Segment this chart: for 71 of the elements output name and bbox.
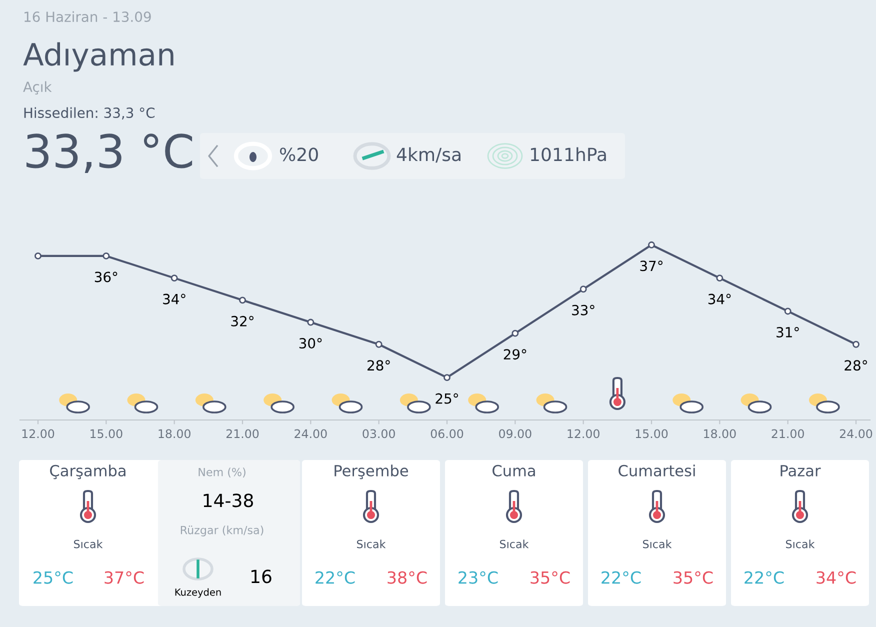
text: 22°C — [316, 571, 355, 584]
text: 22°C — [602, 571, 641, 584]
text: Pazar — [780, 465, 821, 476]
text: 37°C — [104, 571, 144, 584]
text: Hissedilen: 33,3 °C — [24, 107, 155, 120]
text: 33,3 °C — [26, 134, 192, 173]
text: Sıcak — [642, 540, 672, 548]
text: 22°C — [744, 571, 784, 584]
text: %20 — [280, 148, 318, 162]
data-label: 28° — [368, 360, 390, 371]
x-tick-label: 15.00 — [90, 429, 122, 438]
text: Sıcak — [74, 540, 103, 548]
data-label: 30° — [299, 338, 322, 349]
x-tick-label: 21.00 — [772, 429, 804, 438]
text: 16 — [251, 570, 272, 584]
x-tick-label: 24.00 — [840, 429, 872, 438]
data-label: 31° — [776, 326, 799, 338]
point — [170, 274, 178, 282]
text: Çarşamba — [50, 464, 126, 480]
text: 34°C — [816, 571, 856, 584]
x-tick-label: 09.00 — [499, 429, 532, 438]
x-tick-label: 24.00 — [294, 429, 327, 438]
data-label: 28° — [844, 360, 867, 371]
data-label: 34° — [163, 294, 186, 304]
data-label: 33° — [572, 304, 594, 316]
text: Adıyaman — [23, 42, 174, 72]
text: 38°C — [388, 571, 427, 584]
text: Nem (%) — [198, 468, 246, 478]
text: Kuzeyden — [175, 588, 221, 598]
text: Cuma — [492, 464, 535, 476]
point — [512, 330, 519, 337]
data-label: 29° — [504, 349, 526, 360]
text: 35°C — [674, 571, 713, 584]
text: Sıcak — [500, 540, 529, 548]
x-tick-label: 15.00 — [636, 429, 668, 438]
x-tick-label: 06.00 — [430, 429, 464, 438]
data-label: 25° — [436, 393, 458, 404]
point — [34, 252, 42, 260]
text: Perşembe — [334, 464, 408, 480]
point — [102, 252, 110, 260]
point — [239, 296, 246, 304]
x-tick-label: 12.00 — [22, 429, 54, 438]
point — [648, 241, 655, 248]
text: 4km/sa — [396, 147, 460, 163]
text: Sıcak — [786, 540, 815, 548]
x-tick-label: 18.00 — [158, 429, 190, 438]
point — [375, 340, 382, 348]
x-tick-label: 18.00 — [704, 429, 736, 438]
data-label: 36° — [94, 272, 118, 282]
point — [852, 340, 860, 348]
point — [444, 374, 450, 382]
text: 25°C — [34, 571, 73, 584]
x-tick-label: 21.00 — [226, 429, 259, 438]
text: Açık — [23, 81, 52, 95]
point — [784, 308, 792, 315]
x-tick-label: 03.00 — [362, 429, 395, 438]
point — [580, 286, 587, 293]
data-label: 32° — [231, 316, 254, 326]
point — [716, 274, 724, 282]
text: 16 Haziran - 13.09 — [24, 11, 151, 22]
text: 23°C — [458, 571, 498, 584]
text: Rüzgar (km/sa) — [180, 526, 264, 536]
text: 35°C — [530, 571, 570, 584]
text: Cumartesi — [618, 464, 695, 476]
point — [307, 318, 314, 326]
data-label: 34° — [708, 294, 731, 304]
x-tick-label: 12.00 — [568, 429, 600, 438]
text: Sıcak — [356, 540, 386, 548]
data-label: 37° — [640, 260, 662, 272]
text: 1011hPa — [530, 147, 606, 162]
text: 14-38 — [204, 494, 253, 508]
